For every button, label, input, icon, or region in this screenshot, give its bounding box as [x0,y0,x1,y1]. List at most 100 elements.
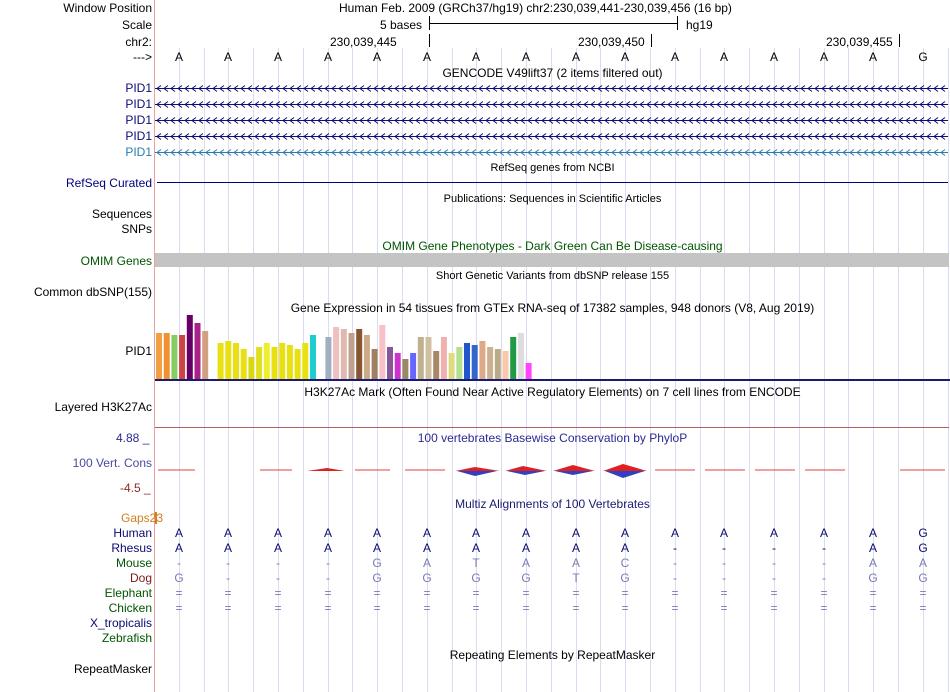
multiz-title[interactable]: Multiz Alignments of 100 Vertebrates [455,497,650,511]
gtex-tissue-bar[interactable] [294,349,301,379]
gencode-transcript-label[interactable]: PID1 [125,81,152,95]
gtex-tissue-bar[interactable] [379,325,386,379]
gtex-tissue-bar[interactable] [333,327,340,379]
gtex-tissue-bar[interactable] [525,363,532,379]
multiz-species-label[interactable]: Zebrafish [101,631,152,645]
gtex-tissue-bar[interactable] [356,329,363,379]
gencode-transcript-bar[interactable] [155,132,948,141]
phylop-title[interactable]: 100 vertebrates Basewise Conservation by… [417,431,688,445]
gtex-tissue-bar[interactable] [402,359,409,379]
multiz-base: A [323,526,332,540]
assembly-text: hg19 [686,18,713,32]
gtex-barchart[interactable] [155,314,950,384]
gencode-transcript-label[interactable]: PID1 [125,113,152,127]
gencode-transcript-bar[interactable] [155,100,948,109]
dbsnp-label[interactable]: Common dbSNP(155) [33,285,152,299]
gtex-tissue-bar[interactable] [217,343,224,379]
multiz-species-label[interactable]: X_tropicalis [89,616,152,630]
multiz-species-label[interactable]: Elephant [104,586,152,600]
gtex-tissue-bar[interactable] [248,357,255,379]
refseq-title[interactable]: RefSeq genes from NCBI [490,162,615,174]
gtex-tissue-bar[interactable] [425,337,432,379]
gtex-tissue-bar[interactable] [310,335,316,379]
omim-title[interactable]: OMIM Gene Phenotypes - Dark Green Can Be… [382,239,723,253]
gencode-transcript-label[interactable]: PID1 [125,129,152,143]
gtex-tissue-bar[interactable] [340,329,347,379]
gtex-tissue-bar[interactable] [179,335,186,379]
h3k27ac-title[interactable]: H3K27Ac Mark (Often Found Near Active Re… [304,385,801,399]
window-position-label[interactable]: Window Position [63,1,152,15]
gencode-title[interactable]: GENCODE V49lift37 (2 items filtered out) [442,66,663,80]
gtex-tissue-bar[interactable] [417,337,424,379]
gtex-tissue-bar[interactable] [302,343,309,379]
gtex-tissue-bar[interactable] [348,333,355,379]
gtex-tissue-bar[interactable] [502,351,509,379]
gtex-tissue-bar[interactable] [171,335,178,379]
dbsnp-title[interactable]: Short Genetic Variants from dbSNP releas… [435,270,670,282]
gtex-tissue-bar[interactable] [325,337,332,379]
gencode-transcript-label[interactable]: PID1 [125,97,152,111]
gtex-tissue-bar[interactable] [440,337,447,379]
gtex-tissue-bar[interactable] [510,337,517,379]
gtex-tissue-bar[interactable] [487,347,494,379]
multiz-base: A [670,526,679,540]
gtex-tissue-bar[interactable] [479,341,486,379]
sequences-label[interactable]: Sequences [91,207,152,221]
multiz-base: - [772,571,776,585]
multiz-base: = [919,586,927,600]
gtex-tissue-bar[interactable] [256,347,263,379]
gtex-tissue-bar[interactable] [394,353,401,379]
gencode-transcript-bar[interactable] [155,116,948,125]
multiz-species-label[interactable]: Dog [129,571,152,585]
gtex-tissue-bar[interactable] [163,333,170,379]
gtex-tissue-bar[interactable] [233,343,239,379]
gtex-tissue-bar[interactable] [225,341,232,379]
gtex-tissue-bar[interactable] [517,333,524,379]
gencode-transcript-label[interactable]: PID1 [125,145,152,159]
gtex-title[interactable]: Gene Expression in 54 tissues from GTEx … [290,301,815,315]
sequence-base: A [372,50,381,64]
multiz-species-label[interactable]: Human [113,526,152,540]
gtex-label[interactable]: PID1 [125,344,152,358]
gtex-tissue-bar[interactable] [271,347,278,379]
gtex-tissue-bar[interactable] [279,343,286,379]
gtex-tissue-bar[interactable] [471,345,478,379]
gtex-tissue-bar[interactable] [263,343,270,379]
gencode-transcript-bar[interactable] [155,84,948,93]
chr-label[interactable]: chr2: [125,35,152,49]
gtex-tissue-bar[interactable] [363,335,370,379]
omim-label[interactable]: OMIM Genes [80,254,152,268]
gtex-tissue-bar[interactable] [240,349,247,379]
gencode-transcript-bar[interactable] [155,148,948,157]
gtex-tissue-bar[interactable] [371,349,378,379]
scale-label[interactable]: Scale [121,18,152,32]
multiz-species-label[interactable]: Chicken [108,601,152,615]
publications-title[interactable]: Publications: Sequences in Scientific Ar… [443,193,662,205]
multiz-species-label[interactable]: Rhesus [111,541,152,555]
gtex-tissue-bar[interactable] [156,333,162,379]
gtex-tissue-bar[interactable] [202,331,209,379]
gtex-tissue-bar[interactable] [186,315,193,379]
snps-label[interactable]: SNPs [121,222,152,236]
grid-line [774,48,775,692]
gtex-tissue-bar[interactable] [410,353,417,379]
phylop-plot[interactable] [155,440,950,490]
repeatmasker-title[interactable]: Repeating Elements by RepeatMasker [449,648,656,662]
gtex-tissue-bar[interactable] [387,347,393,379]
phylop-label[interactable]: 100 Vert. Cons [72,456,152,470]
repeatmasker-label[interactable]: RepeatMasker [73,662,152,676]
gtex-tissue-bar[interactable] [456,347,463,379]
refseq-gene-line[interactable] [157,182,948,183]
multiz-species-label[interactable]: Mouse [115,556,152,570]
strand-label[interactable]: ---> [133,50,152,64]
refseq-label[interactable]: RefSeq Curated [65,176,152,190]
multiz-base: = [572,586,580,600]
gtex-tissue-bar[interactable] [448,353,455,379]
gtex-tissue-bar[interactable] [433,351,440,379]
gtex-tissue-bar[interactable] [494,349,501,379]
gtex-tissue-bar[interactable] [464,343,470,379]
gtex-tissue-bar[interactable] [194,323,201,379]
h3k27ac-label[interactable]: Layered H3K27Ac [54,400,152,414]
gtex-tissue-bar[interactable] [286,345,293,379]
omim-gene-bar[interactable] [155,253,949,267]
